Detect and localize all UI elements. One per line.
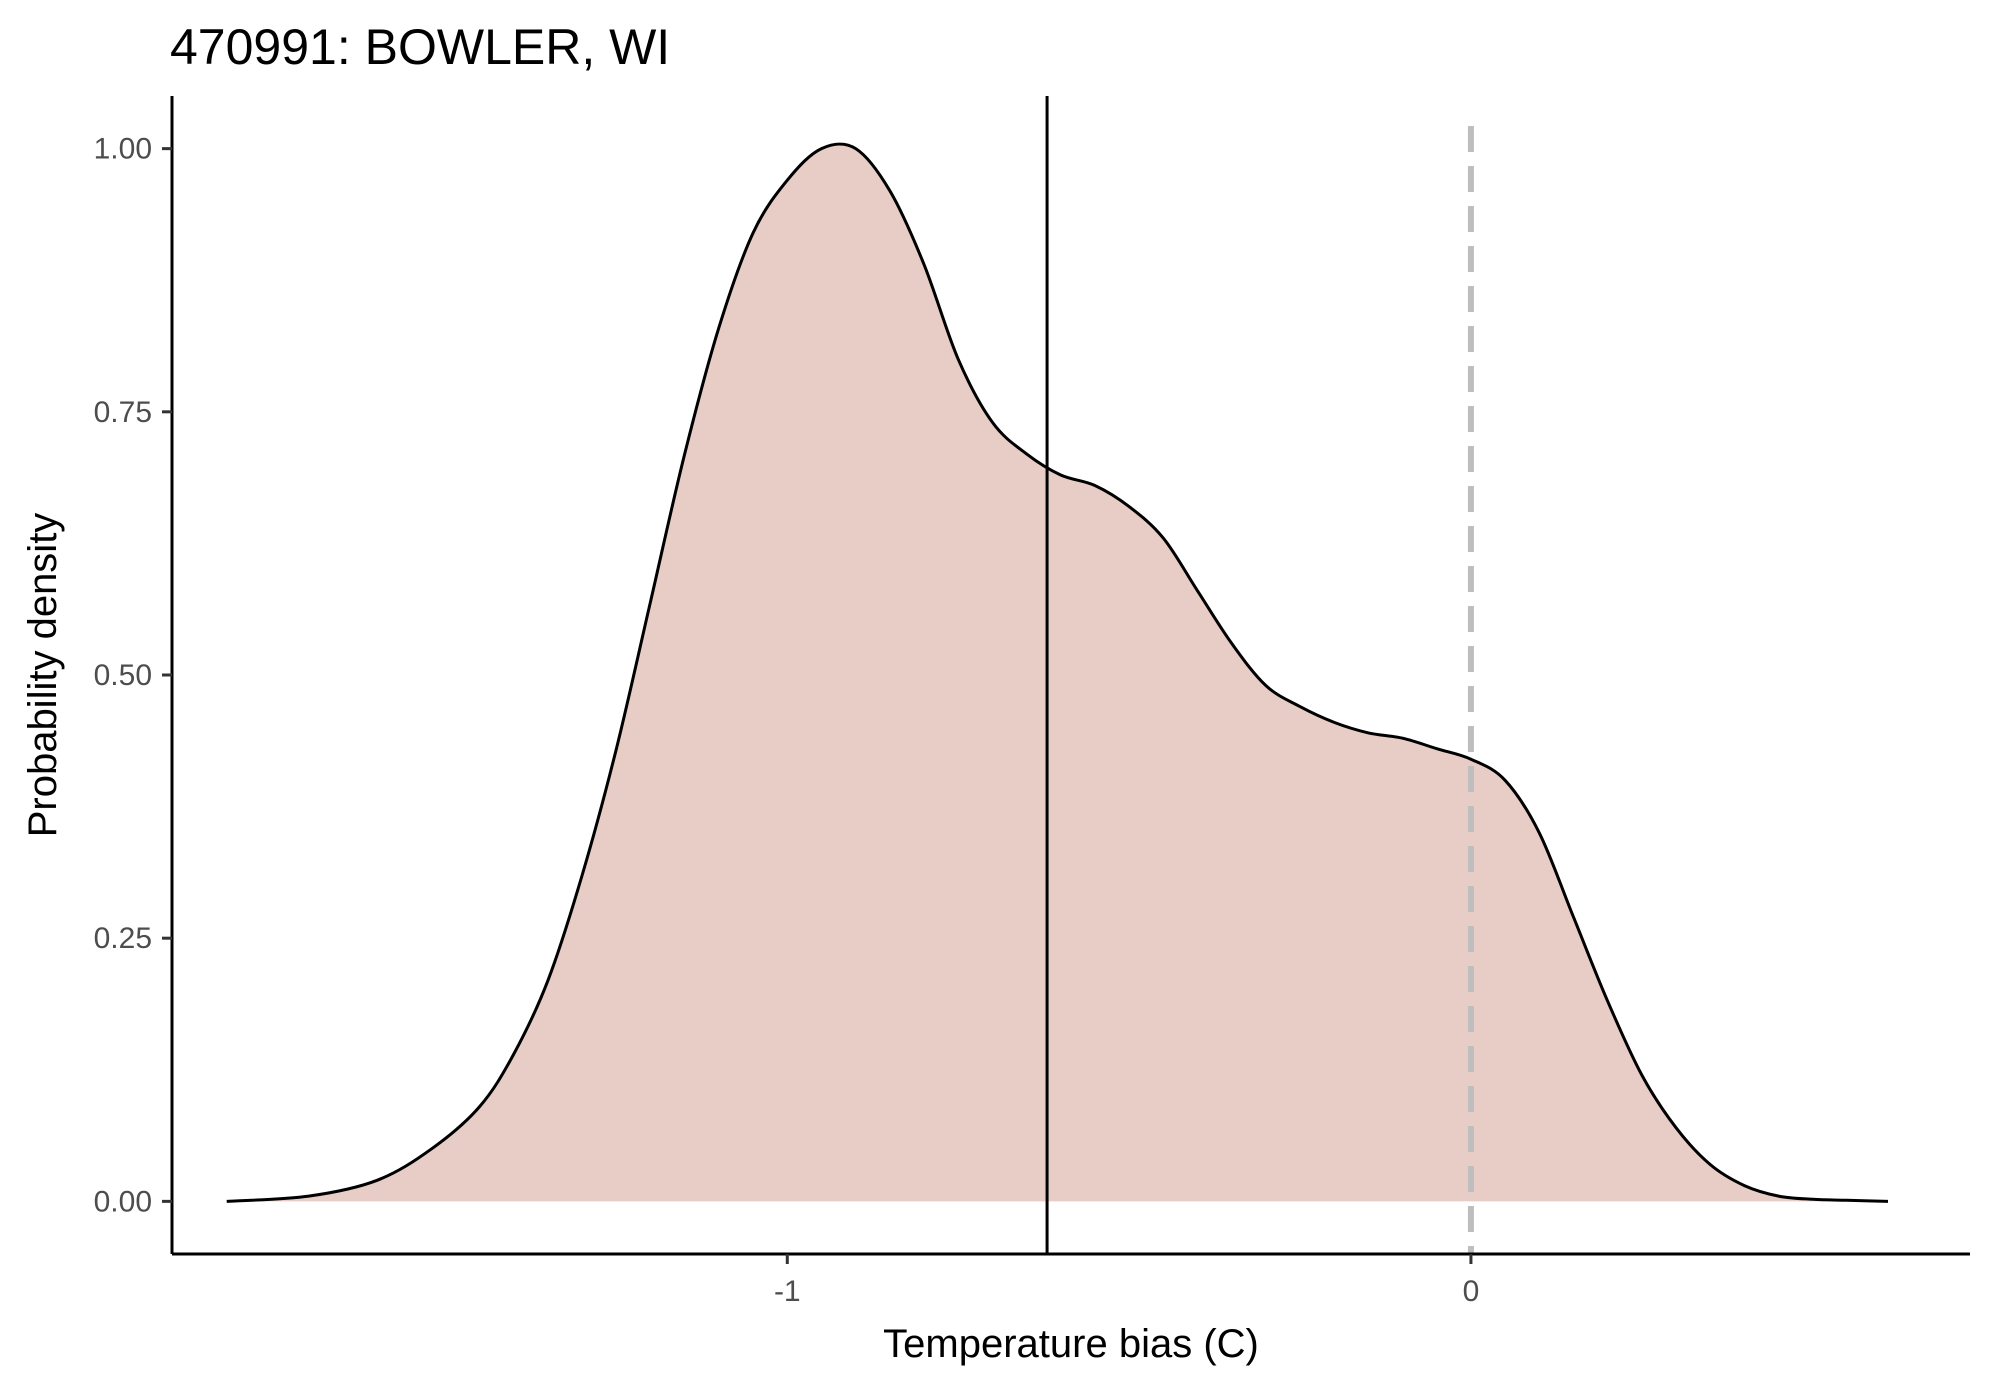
y-axis-label: Probability density — [21, 513, 65, 838]
y-tick-label: 0.25 — [94, 922, 152, 955]
x-axis-ticks: -1 0 — [774, 1254, 1479, 1308]
y-tick-label: 0.50 — [94, 659, 152, 692]
chart-title: 470991: BOWLER, WI — [170, 19, 670, 75]
y-tick-label: 0.75 — [94, 396, 152, 429]
y-tick-label: 1.00 — [94, 133, 152, 166]
density-line — [226, 142, 1889, 1203]
density-area — [226, 144, 1889, 1202]
x-tick-label: -1 — [774, 1275, 801, 1308]
x-axis-label: Temperature bias (C) — [883, 1322, 1259, 1366]
y-tick-label: 0.00 — [94, 1185, 152, 1218]
y-axis-ticks: 0.00 0.25 0.50 0.75 1.00 — [94, 133, 172, 1218]
x-tick-label: 0 — [1463, 1275, 1480, 1308]
